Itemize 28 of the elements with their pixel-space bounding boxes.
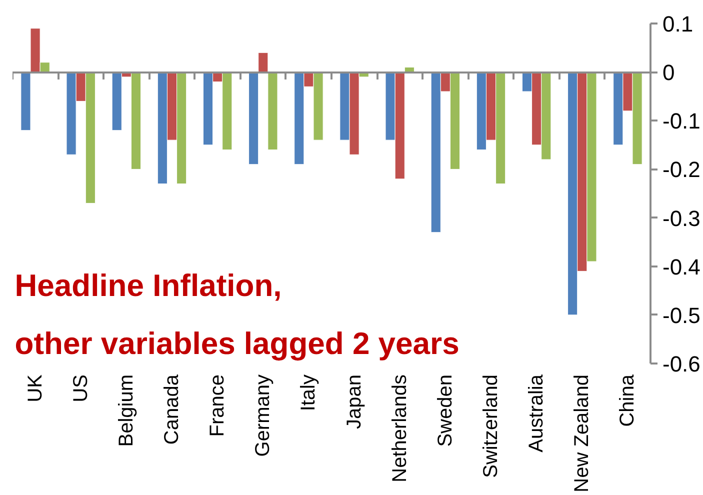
x-tick-label: France bbox=[206, 374, 229, 437]
x-tick-label: Canada bbox=[161, 374, 183, 445]
annotation: Headline Inflation, bbox=[14, 268, 282, 303]
bar bbox=[248, 72, 259, 165]
y-tick-label: 0 bbox=[662, 60, 675, 86]
y-tick-label: -0.1 bbox=[662, 108, 700, 134]
annotation: other variables lagged 2 years bbox=[14, 326, 460, 362]
x-tick-label: Italy bbox=[298, 374, 320, 412]
x-tick-label: Netherlands bbox=[388, 374, 411, 482]
bar bbox=[20, 72, 31, 131]
x-tick-label: Japan bbox=[343, 374, 366, 429]
x-tick-label: Sweden bbox=[434, 374, 456, 447]
y-tick-label: -0.2 bbox=[662, 157, 700, 182]
y-tick-label: -0.5 bbox=[662, 302, 700, 328]
x-tick-label: UK bbox=[24, 374, 46, 402]
x-tick-label: Belgium bbox=[115, 374, 138, 447]
y-tick-label: -0.4 bbox=[662, 254, 700, 280]
x-tick-label: US bbox=[70, 374, 92, 402]
x-tick-label: Germany bbox=[252, 374, 274, 457]
y-tick-label: -0.6 bbox=[662, 352, 700, 376]
bar bbox=[258, 52, 268, 72]
bar bbox=[268, 72, 278, 150]
x-tick-label: New Zealand bbox=[571, 374, 594, 492]
x-tick-label: Switzerland bbox=[480, 374, 502, 478]
x-tick-label: China bbox=[616, 374, 639, 427]
x-tick-label: Australia bbox=[526, 374, 548, 452]
y-tick-label: -0.3 bbox=[662, 206, 700, 231]
y-tick-label: 0.1 bbox=[662, 12, 694, 36]
